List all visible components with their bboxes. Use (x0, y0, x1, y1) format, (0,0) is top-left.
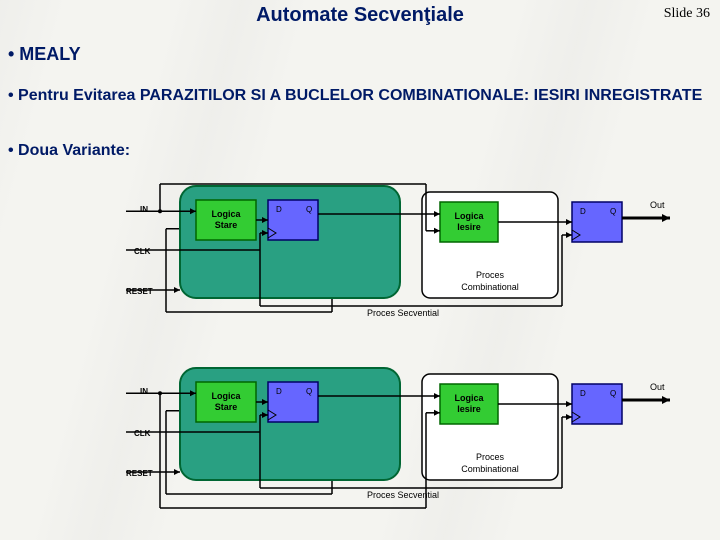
svg-text:Proces: Proces (476, 452, 505, 462)
svg-text:IN: IN (140, 387, 148, 396)
svg-text:RESET: RESET (126, 469, 153, 478)
bullet-variante: • Doua Variante: (8, 142, 130, 160)
svg-text:Proces Secvential: Proces Secvential (367, 490, 439, 500)
svg-text:Out: Out (650, 200, 665, 210)
svg-text:Logica: Logica (211, 209, 241, 219)
svg-text:RESET: RESET (126, 287, 153, 296)
svg-text:D: D (580, 207, 586, 216)
diagram-variant-2: LogicaStareDQLogicaIesireDQINCLKRESETPro… (120, 360, 680, 520)
svg-text:D: D (276, 205, 282, 214)
page-title: Automate Secvenţiale (0, 4, 720, 27)
svg-text:Q: Q (306, 387, 312, 396)
svg-text:Iesire: Iesire (457, 404, 481, 414)
svg-text:Out: Out (650, 382, 665, 392)
svg-text:Stare: Stare (215, 220, 238, 230)
svg-text:CLK: CLK (134, 429, 151, 438)
svg-text:Q: Q (610, 389, 616, 398)
svg-text:IN: IN (140, 205, 148, 214)
svg-text:Iesire: Iesire (457, 222, 481, 232)
svg-text:CLK: CLK (134, 247, 151, 256)
svg-text:Stare: Stare (215, 402, 238, 412)
svg-text:Proces Secvential: Proces Secvential (367, 308, 439, 318)
svg-text:D: D (580, 389, 586, 398)
svg-text:Combinational: Combinational (461, 464, 519, 474)
slide-number: Slide 36 (664, 6, 710, 22)
svg-text:Q: Q (610, 207, 616, 216)
svg-text:Logica: Logica (454, 211, 484, 221)
svg-text:D: D (276, 387, 282, 396)
svg-text:Logica: Logica (454, 393, 484, 403)
diagram-variant-1: LogicaStareDQLogicaIesireDQINCLKRESETPro… (120, 178, 680, 338)
bullet-paraz: • Pentru Evitarea PARAZITILOR SI A BUCLE… (8, 86, 708, 106)
bullet-mealy: • MEALY (8, 44, 81, 65)
svg-text:Logica: Logica (211, 391, 241, 401)
svg-text:Q: Q (306, 205, 312, 214)
svg-text:Combinational: Combinational (461, 282, 519, 292)
svg-text:Proces: Proces (476, 270, 505, 280)
